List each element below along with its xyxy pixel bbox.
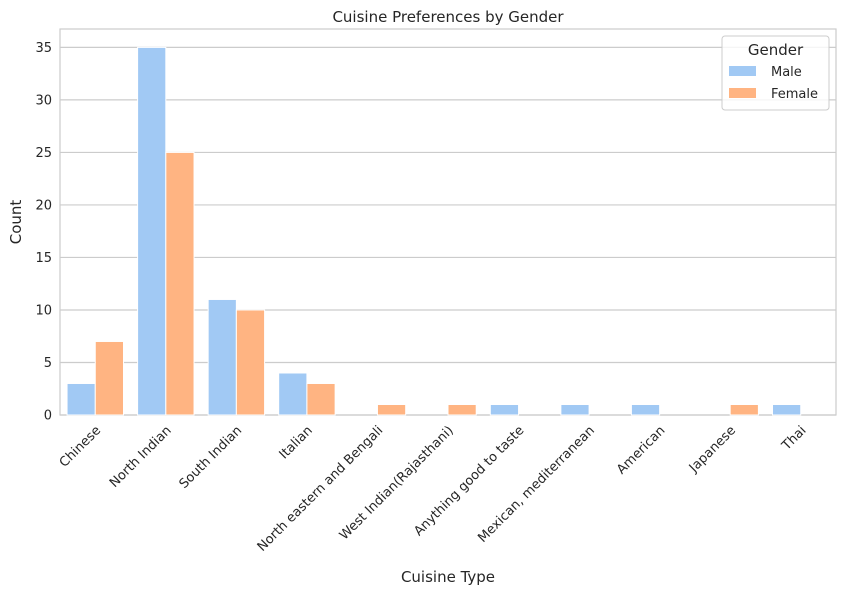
x-axis-title: Cuisine Type [401,568,495,586]
y-axis-ticks: 0 5 10 15 20 25 30 35 [35,41,52,424]
y-tick-label: 30 [35,93,52,108]
chart-title: Cuisine Preferences by Gender [332,8,564,26]
legend-label-male: Male [771,65,802,80]
y-tick-label: 5 [44,356,52,371]
bar-female [729,403,759,416]
bar-male [207,298,237,416]
y-tick-label: 0 [44,409,52,424]
bar-female [165,151,195,416]
legend-swatch-female [729,88,756,98]
legend-label-female: Female [771,87,818,102]
y-tick-label: 20 [35,198,52,213]
legend-swatch-male [729,66,756,76]
bar-female [94,340,124,416]
bar-female [447,403,477,416]
bar-female [235,309,266,416]
bar-male [137,46,167,416]
bar-male [560,403,590,416]
y-tick-label: 10 [35,303,52,318]
legend-title: Gender [748,41,804,59]
bars [66,46,802,416]
y-tick-label: 35 [35,41,52,56]
bar-male [772,403,802,416]
bar-male [489,403,520,416]
y-axis-title: Count [7,200,25,245]
bar-female [376,403,407,416]
legend: Gender Male Female [721,35,830,111]
legend-items: Male Female [729,65,818,102]
bar-male [630,403,661,416]
bar-female [306,382,336,416]
y-tick-label: 15 [35,251,52,266]
y-tick-label: 25 [35,146,52,161]
bar-male [278,372,308,416]
bar-male [66,382,96,416]
